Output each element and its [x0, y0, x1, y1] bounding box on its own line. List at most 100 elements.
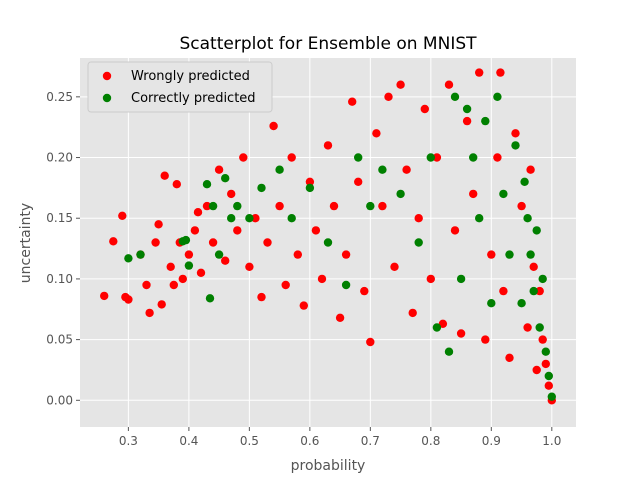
data-point: [535, 323, 544, 332]
data-point: [214, 250, 224, 259]
chart-title: Scatterplot for Ensemble on MNIST: [179, 34, 477, 54]
data-point: [157, 300, 166, 309]
data-point: [323, 141, 333, 150]
data-point: [544, 371, 553, 381]
data-point: [154, 220, 163, 229]
data-point: [233, 226, 242, 235]
data-point: [469, 153, 478, 162]
data-point: [202, 180, 212, 189]
data-point: [227, 189, 236, 199]
data-point: [505, 250, 514, 259]
data-point: [438, 319, 448, 328]
x-tick-label: 0.4: [179, 434, 198, 448]
data-point: [275, 201, 284, 211]
data-point: [511, 129, 520, 138]
data-point: [526, 165, 535, 174]
data-point: [378, 165, 387, 174]
data-point: [190, 226, 200, 235]
y-axis-label: uncertainty: [18, 203, 34, 283]
data-point: [354, 153, 363, 162]
data-point: [281, 280, 290, 290]
data-point: [499, 286, 508, 296]
x-tick-label: 0.8: [421, 434, 440, 448]
x-tick-label: 0.5: [240, 434, 259, 448]
data-point: [208, 238, 218, 247]
data-point: [221, 174, 230, 183]
data-point: [221, 256, 230, 265]
data-point: [118, 211, 127, 220]
data-point: [444, 80, 454, 89]
data-point: [160, 171, 169, 180]
data-point: [227, 214, 236, 223]
data-point: [214, 165, 224, 174]
data-point: [499, 189, 508, 199]
y-tick-label: 0.25: [46, 90, 73, 104]
data-point: [523, 323, 532, 332]
data-point: [329, 201, 339, 211]
data-point: [475, 68, 484, 77]
data-point: [475, 214, 484, 223]
data-point: [305, 183, 315, 193]
data-point: [341, 250, 351, 259]
y-tick-label: 0.10: [46, 272, 73, 286]
data-point: [432, 323, 442, 332]
data-point: [323, 238, 333, 247]
data-point: [532, 226, 541, 235]
data-point: [538, 274, 547, 284]
data-point: [184, 261, 194, 270]
series-wrongly-predicted: [100, 68, 556, 405]
data-point: [444, 347, 454, 356]
data-point: [287, 153, 296, 162]
data-point: [462, 116, 472, 126]
data-point: [287, 214, 296, 223]
data-point: [517, 299, 526, 308]
data-point: [487, 250, 496, 259]
data-point: [257, 292, 266, 302]
data-point: [396, 189, 405, 199]
legend-label-wrongly: Wrongly predicted: [131, 69, 250, 84]
data-point: [520, 177, 529, 186]
axis-ticks: 0.3 0.4 0.5 0.6 0.7 0.8 0.9 1.0 0.00 0.05 0.10 0.15…: [46, 90, 561, 448]
data-point: [124, 254, 133, 263]
data-point: [426, 274, 435, 284]
x-tick-label: 0.7: [361, 434, 380, 448]
data-point: [205, 294, 215, 303]
data-point: [390, 262, 399, 271]
data-point: [538, 335, 547, 344]
data-point: [384, 92, 393, 102]
data-point: [532, 365, 541, 375]
data-point: [151, 238, 160, 247]
x-tick-label: 0.3: [119, 434, 138, 448]
data-point: [456, 274, 466, 284]
y-tick-label: 0.05: [46, 333, 73, 347]
data-point: [529, 262, 538, 271]
x-axis-label: probability: [291, 458, 366, 474]
data-point: [481, 116, 490, 126]
data-point: [529, 286, 538, 296]
data-point: [208, 201, 218, 211]
data-point: [360, 286, 369, 296]
data-point: [251, 214, 260, 223]
data-point: [124, 295, 133, 304]
data-point: [335, 313, 345, 322]
data-point: [341, 280, 351, 290]
data-point: [196, 268, 206, 277]
data-point: [414, 238, 423, 247]
data-point: [408, 308, 417, 318]
data-point: [178, 274, 187, 284]
legend-marker-wrongly: [102, 71, 112, 81]
data-point: [481, 335, 490, 344]
data-point: [526, 250, 535, 259]
data-point: [257, 183, 266, 193]
data-point: [142, 280, 151, 290]
data-point: [541, 359, 550, 369]
data-point: [172, 180, 181, 189]
data-point: [275, 165, 284, 174]
data-point: [269, 121, 278, 131]
legend-box: [87, 61, 273, 113]
data-point: [496, 68, 505, 77]
x-tick-label: 0.9: [482, 434, 501, 448]
data-point: [136, 250, 145, 259]
legend-label-correctly: Correctly predicted: [131, 91, 256, 106]
